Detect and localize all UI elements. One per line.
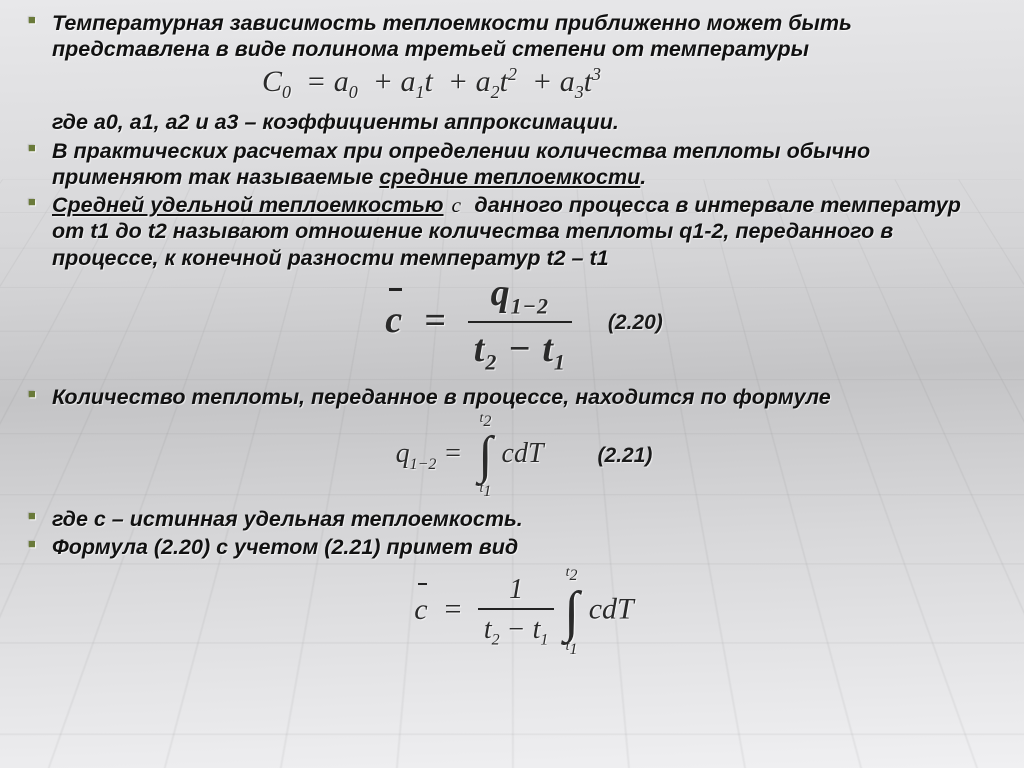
bullet-6-text: Формула (2.20) с учетом (2.21) примет ви… [52,534,996,560]
bullet-1-coeff: где a0, a1, a2 и a3 – коэффициенты аппро… [52,109,996,135]
equation-220-label: (2.20) [608,311,663,335]
equation-poly: C0 = a0 + a1t + a2t2 + a3t3 [262,64,996,103]
bullet-3-text: Средней удельной теплоемкостью c данного… [52,192,996,271]
bullet-5-text: где c – истинная удельная теплоемкость. [52,506,996,532]
bullet-list: Температурная зависимость теплоемкости п… [22,10,996,658]
bullet-2: В практических расчетах при определении … [22,138,996,190]
equation-220-row: c = q1−2 t2 − t1 (2.20) [52,271,996,376]
bullet-4: Количество теплоты, переданное в процесс… [22,384,996,500]
equation-221-row: q1−2 = t2 ∫ t1 cdT (2.21) [52,412,996,500]
equation-221-label: (2.21) [598,444,653,468]
bullet-1: Температурная зависимость теплоемкости п… [22,10,996,136]
slide-content: Температурная зависимость теплоемкости п… [0,0,1024,768]
equation-220: c = q1−2 t2 − t1 [385,271,572,376]
equation-221: q1−2 = t2 ∫ t1 cdT [396,412,544,500]
bullet-4-text: Количество теплоты, переданное в процесс… [52,384,996,410]
bullet-5: где c – истинная удельная теплоемкость. [22,506,996,532]
bullet-6: Формула (2.20) с учетом (2.21) примет ви… [22,534,996,658]
bullet-3: Средней удельной теплоемкостью c данного… [22,192,996,376]
bullet-1-text: Температурная зависимость теплоемкости п… [52,10,996,62]
equation-222: c = 1 t2 − t1 t2 ∫ t1 cdT [52,566,996,658]
bullet-2-text: В практических расчетах при определении … [52,138,996,190]
